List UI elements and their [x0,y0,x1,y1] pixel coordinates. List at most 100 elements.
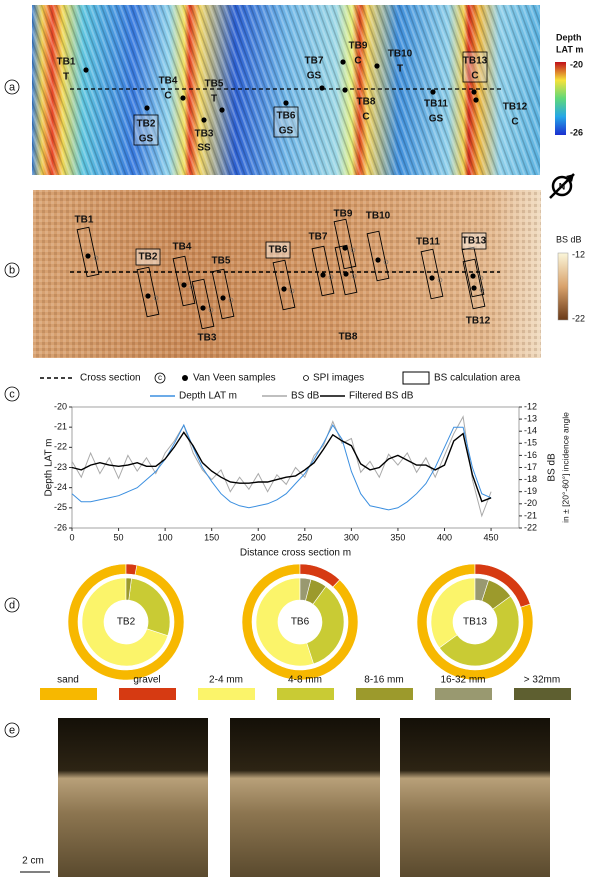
bs-calculation-area [272,259,296,311]
van-veen-sample [342,87,348,93]
van-veen-sample [375,257,381,263]
station-label: TB7 [309,232,328,243]
van-veen-sample [83,67,89,73]
donut-label: TB2 [117,617,136,628]
sample-box [462,51,488,83]
legend-label: BS dB [291,391,320,402]
panel-letter: e [9,724,15,736]
station-class: T [211,94,217,105]
station-label: TB1 [75,215,94,226]
donut-segment [474,563,531,608]
bs-calculation-area [76,226,100,278]
bs-calculation-area [136,266,160,318]
colorbar-tick: -26 [570,127,583,137]
y2-tick-label: -22 [524,522,537,532]
donut-segment [438,595,520,667]
spi-image-point [289,288,295,294]
bs-calculation-area [172,255,196,307]
y2-tick-label: -21 [524,510,537,520]
van-veen-sample [429,275,435,281]
donut-label: TB13 [463,617,487,628]
legend-label: Filtered BS dB [349,391,414,402]
donut-segment [241,563,359,681]
van-veen-sample [473,97,479,103]
y-tick-label: -21 [54,422,67,432]
station-label: TB1 [57,57,76,68]
legend-label: BS calculation area [434,373,521,384]
van-veen-sample [144,105,150,111]
station-class: C [164,91,171,102]
legend-ref: c [158,373,162,382]
station-class: C [511,117,518,128]
y-axis-label: Depth LAT m [44,439,55,497]
legend-swatch [277,688,334,700]
station-class: C [354,56,361,67]
van-veen-sample [319,85,325,91]
van-veen-sample [220,295,226,301]
station-label: TB11 [424,99,448,110]
y2-axis-note: in ± [20°-60°] incidence angle [560,412,570,523]
spi-image-point [228,297,234,303]
van-veen-sample [181,282,187,288]
legend-swatch [514,688,571,700]
van-veen-sample [200,305,206,311]
legend-label: gravel [133,675,160,686]
legend-label: > 32mm [524,675,560,686]
y-tick-label: -23 [54,462,67,472]
station-label: TB5 [212,256,231,267]
spi-image-point [437,277,443,283]
colorbar-title: LAT m [556,44,583,54]
sample-box [265,241,291,259]
station-class: T [397,64,403,75]
donut-segment [299,563,341,588]
donut-segment [299,577,312,602]
x-tick-label: 150 [204,532,219,542]
bs-calculation-area [311,245,335,297]
station-label: TB4 [159,76,178,87]
y2-tick-label: -20 [524,498,537,508]
station-label: TB8 [357,97,376,108]
legend-swatch [356,688,413,700]
donut-segment [67,563,185,681]
panel-letter-circle [4,262,20,278]
donut-segment [255,577,314,667]
bs-calculation-area [366,230,390,282]
scale-label: 2 cm [22,856,44,867]
station-label: TB12 [466,316,491,327]
spi-image-point [153,295,159,301]
legend-label: SPI images [313,373,364,384]
y2-tick-label: -14 [524,426,537,436]
spi-image-point [351,273,357,279]
panel-letter: a [9,81,16,93]
bs-calculation-area [461,246,485,298]
station-label: TB8 [339,332,358,343]
spi-image-point [93,255,99,261]
donut-segment [125,577,132,601]
station-label: TB10 [388,49,413,60]
legend-label: sand [57,675,79,686]
van-veen-sample [180,95,186,101]
legend-label: Depth LAT m [179,391,237,402]
y-tick-label: -20 [54,401,67,411]
donut-segment [430,577,476,649]
legend-label: Cross section [80,373,141,384]
bs-calculation-area [191,278,215,330]
y2-axis-label: BS dB [547,453,558,482]
station-label: TB2 [139,252,158,263]
sample-box [461,232,487,250]
station-label: TB9 [349,41,368,52]
y2-tick-label: -17 [524,462,537,472]
legend-swatch [119,688,176,700]
x-tick-label: 350 [390,532,405,542]
panel-letter: b [9,264,15,276]
station-label: TB11 [416,237,440,248]
station-label: TB6 [269,245,288,256]
van-veen-sample [342,245,348,251]
station-label: TB3 [198,333,217,344]
station-label: TB4 [173,242,192,253]
y-tick-label: -24 [54,482,67,492]
bs-calculation-area [333,218,357,270]
colorbar-tick: -20 [570,59,583,69]
bs-colorbar [557,252,569,321]
van-veen-sample [343,271,349,277]
